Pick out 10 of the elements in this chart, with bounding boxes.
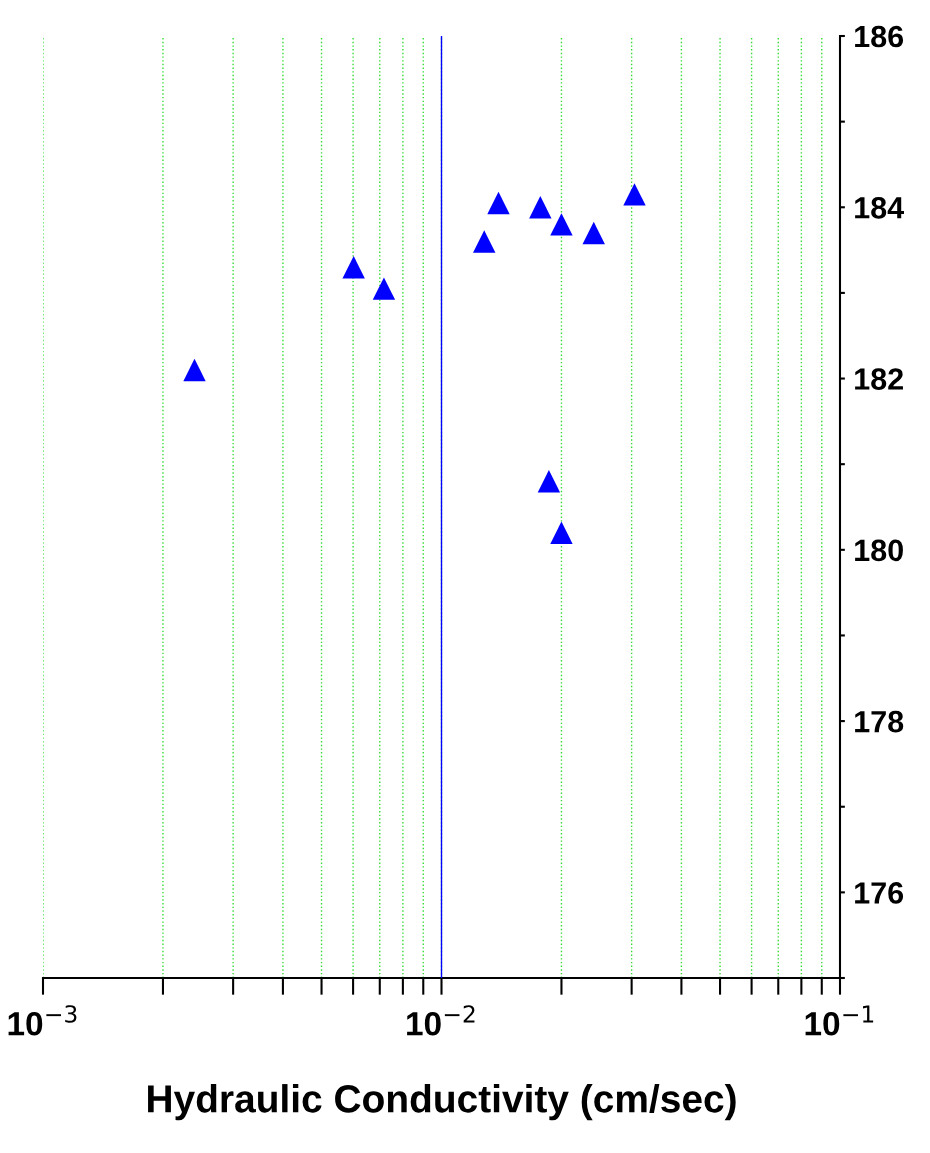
- x-tick-label: 10$^{−1}$: [805, 1005, 874, 1036]
- x-tick-label: 10$^{−2}$: [407, 1005, 475, 1036]
- y-tick-label: 186: [855, 25, 904, 48]
- y-tick-label: 176: [855, 882, 904, 904]
- y-tick-label: 184: [855, 197, 905, 219]
- y-tick-label: 182: [855, 368, 903, 390]
- x-axis-title: Hydraulic Conductivity (cm/sec): [148, 1084, 736, 1121]
- y-tick-label: 178: [855, 710, 904, 733]
- x-tick-label: 10$^{−3}$: [8, 1005, 77, 1036]
- y-tick-label: 180: [855, 539, 903, 562]
